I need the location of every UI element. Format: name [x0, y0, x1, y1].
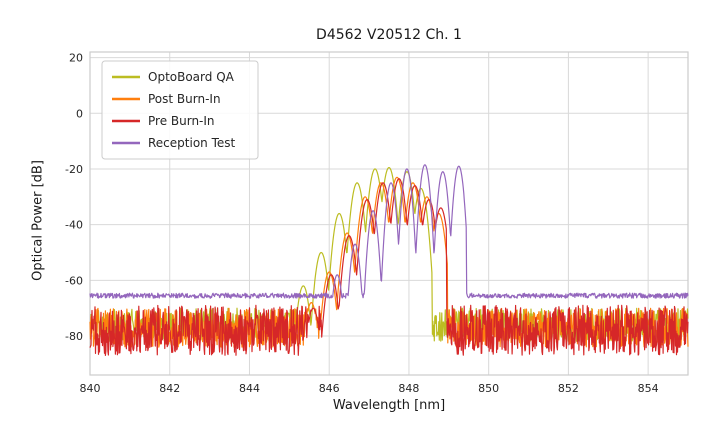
- legend-label-3: Pre Burn-In: [148, 114, 215, 128]
- x-tick-label: 840: [80, 382, 101, 395]
- y-tick-label: 20: [69, 52, 83, 65]
- y-tick-label: -20: [65, 163, 83, 176]
- x-tick-label: 844: [239, 382, 260, 395]
- y-axis-label: Optical Power [dB]: [30, 160, 46, 281]
- chart-title: D4562 V20512 Ch. 1: [316, 27, 462, 43]
- y-tick-label: -80: [65, 330, 83, 343]
- x-tick-label: 850: [478, 382, 499, 395]
- legend-label-4: Reception Test: [148, 136, 236, 150]
- series-reception-test: [89, 164, 689, 299]
- series-pre-burn-in: [89, 178, 689, 356]
- y-tick-label: 0: [76, 107, 83, 120]
- x-axis-label: Wavelength [nm]: [332, 398, 446, 413]
- y-tick-label: -60: [65, 274, 83, 287]
- x-tick-label: 848: [398, 382, 419, 395]
- plot-frame: [89, 51, 689, 376]
- x-tick-label: 846: [319, 382, 340, 395]
- x-tick-label: 842: [159, 382, 180, 395]
- legend-label-2: Post Burn-In: [148, 92, 221, 106]
- y-tick-label: -40: [65, 219, 83, 232]
- x-tick-label: 854: [638, 382, 659, 395]
- legend-box: [101, 60, 259, 160]
- x-tick-label: 852: [558, 382, 579, 395]
- legend-label-1: OptoBoard QA: [148, 70, 235, 84]
